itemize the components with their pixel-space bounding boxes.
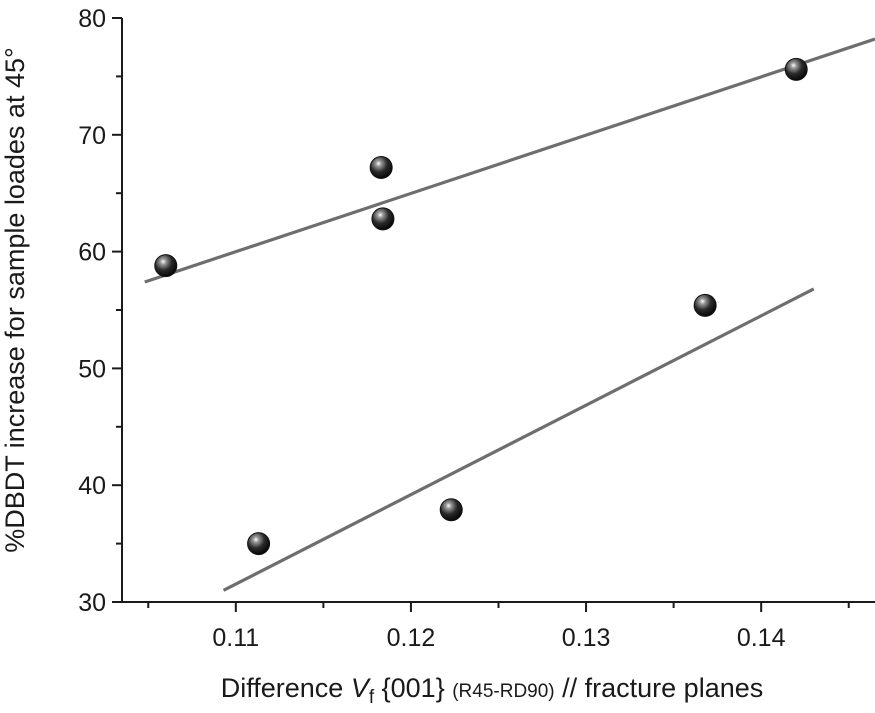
data-point [247,532,271,556]
data-point [371,207,395,231]
y-tick-label: 50 [78,355,106,383]
y-tick-label: 70 [78,122,106,150]
y-tick-label: 30 [78,589,106,617]
axes [121,18,875,603]
x-ticks: 0.11 0.12 0.13 0.14 [147,602,850,652]
x-tick-label: 0.12 [387,624,436,652]
fit-line-1 [144,37,875,284]
data-point [693,293,717,317]
data-point [784,57,808,81]
y-tick-label: 40 [78,472,106,500]
data-point [369,156,393,180]
data-point [439,498,463,522]
data-points [154,57,808,556]
fit-lines [144,37,875,592]
y-tick-label: 60 [78,239,106,267]
y-axis-title: %DBDT increase for sample loades at 45° [0,47,30,553]
x-tick-label: 0.14 [737,624,786,652]
fit-line-2 [222,287,815,592]
x-tick-label: 0.13 [562,624,611,652]
x-tick-label: 0.11 [212,624,259,652]
y-ticks: 30 40 50 60 70 80 [78,5,122,617]
y-tick-label: 80 [78,5,106,33]
data-point [154,254,178,278]
x-axis-title: Difference Vf {001} (R45-RD90) // fractu… [221,673,764,708]
